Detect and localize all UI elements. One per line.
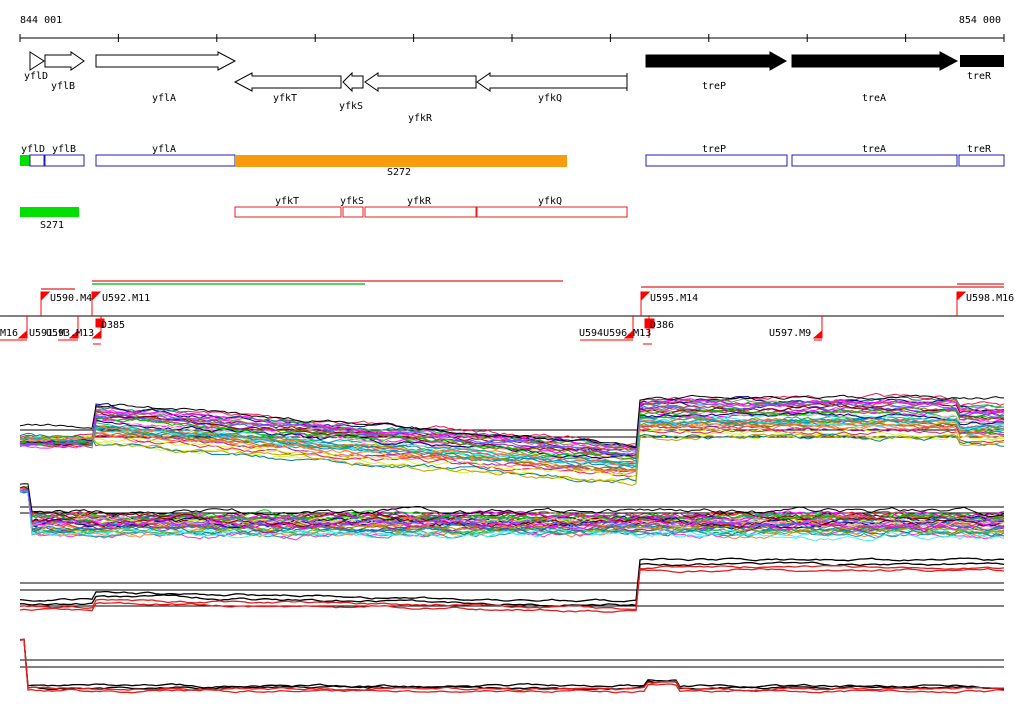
expression-panel-4 xyxy=(19,638,1005,694)
gene-label-yfkT: yfkT xyxy=(273,93,297,104)
forward-gene-boxes: yflD yflB yflA S272 treP treA treR xyxy=(20,144,1005,178)
operon-label-s272: S272 xyxy=(387,167,411,178)
gene-arrow-yflA[interactable] xyxy=(95,51,237,71)
gene-label-yflB: yflB xyxy=(51,81,75,92)
marker-label-u593-m13: U593.M13 xyxy=(46,328,94,339)
marker-label-u591: U591.M xyxy=(29,328,65,339)
gene-label-yfkS: yfkS xyxy=(339,101,363,112)
coordinate-ruler: 844 001 854 000 xyxy=(19,15,1005,42)
box-treA[interactable] xyxy=(791,154,958,167)
gene-arrow-treR[interactable] xyxy=(960,55,1004,67)
box-label-treP: treP xyxy=(702,144,726,155)
gene-label-yfkR: yfkR xyxy=(408,113,433,124)
box-yfkT[interactable] xyxy=(234,206,342,218)
gene-arrow-yfkT[interactable] xyxy=(233,72,342,92)
gene-arrow-treA[interactable] xyxy=(791,51,959,71)
gene-arrow-treP[interactable] xyxy=(645,51,788,71)
marker-label-d386: D386 xyxy=(650,320,674,331)
box-label-yfkQ: yfkQ xyxy=(538,196,562,207)
box-label-yfkS: yfkS xyxy=(340,196,364,207)
segment-label-s271: S271 xyxy=(40,220,64,231)
marker-label-u598-m16: U598.M16 xyxy=(966,293,1014,304)
box-label-yflB: yflB xyxy=(52,144,76,155)
expression-panel-2 xyxy=(19,483,1005,542)
gene-label-treA: treA xyxy=(862,93,886,104)
segment-mark-yflD xyxy=(20,155,30,166)
gene-track: yflD yflB yflA yfkT yfkS yfkR yfkQ treP … xyxy=(24,51,1004,124)
box-label-yflD: yflD xyxy=(21,144,45,155)
gene-label-yfkQ: yfkQ xyxy=(538,93,562,104)
marker-label-u594-u596-m13: U594U596.M13 xyxy=(579,328,651,339)
operon-s272[interactable] xyxy=(235,155,567,167)
marker-label-m16: M16 xyxy=(0,328,18,339)
ruler-end-label: 854 000 xyxy=(959,15,1001,26)
expression-panel-3 xyxy=(19,557,1005,613)
gene-label-treR: treR xyxy=(967,71,992,82)
segment-s271[interactable] xyxy=(20,207,79,217)
box-yfkR[interactable] xyxy=(364,206,477,218)
reverse-gene-boxes: S271 yfkT yfkS yfkR yfkQ xyxy=(20,196,628,231)
marker-label-u592-m11: U592.M11 xyxy=(102,293,150,304)
box-label-yfkR: yfkR xyxy=(407,196,432,207)
gene-arrow-yfkS[interactable] xyxy=(342,71,364,93)
transcript-markers: U590.M4 U592.M11 U595.M14 U598.M16 M16 U… xyxy=(0,280,1014,345)
marker-label-u597-m9: U597.M9 xyxy=(769,328,811,339)
box-yflD[interactable] xyxy=(29,154,45,167)
gene-label-yflD: yflD xyxy=(24,71,48,82)
box-label-treR: treR xyxy=(967,144,992,155)
gene-arrow-yfkQ[interactable] xyxy=(476,72,628,92)
box-treP[interactable] xyxy=(645,154,788,167)
marker-label-d385: D385 xyxy=(101,320,125,331)
gene-label-yflA: yflA xyxy=(152,93,176,104)
box-label-yfkT: yfkT xyxy=(275,196,299,207)
gene-arrow-yflB[interactable] xyxy=(44,51,85,71)
expression-panel-1 xyxy=(19,392,1005,486)
box-label-treA: treA xyxy=(862,144,886,155)
gene-arrow-yflD[interactable] xyxy=(29,51,45,71)
ruler-start-label: 844 001 xyxy=(20,15,62,26)
box-yfkQ[interactable] xyxy=(476,206,628,218)
box-yflA[interactable] xyxy=(95,154,236,167)
marker-label-u595-m14: U595.M14 xyxy=(650,293,698,304)
box-treR[interactable] xyxy=(958,154,1005,167)
box-yflB[interactable] xyxy=(44,154,85,167)
box-label-yflA: yflA xyxy=(152,144,176,155)
gene-label-treP: treP xyxy=(702,81,726,92)
gene-arrow-yfkR[interactable] xyxy=(364,72,477,92)
marker-label-u590-m4: U590.M4 xyxy=(50,293,92,304)
box-yfkS[interactable] xyxy=(342,206,364,218)
